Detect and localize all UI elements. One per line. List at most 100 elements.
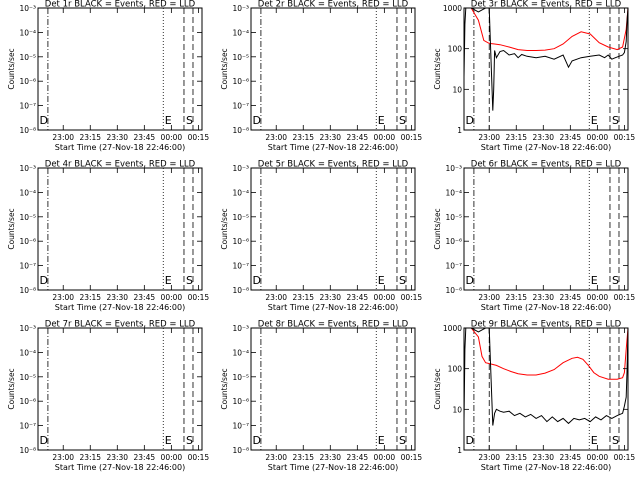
marker-label-e: E <box>591 274 598 287</box>
y-tick-label: 10⁻⁸ <box>232 286 249 295</box>
x-axis-label: Start Time (27-Nov-18 22:46:00) <box>55 303 185 312</box>
series-lld-red <box>464 7 629 51</box>
x-tick-label: 23:00 <box>265 133 287 142</box>
marker-label-e: E <box>378 114 385 127</box>
x-tick-label: 23:30 <box>532 293 554 302</box>
x-tick-label: 23:15 <box>292 453 314 462</box>
x-tick-label: 23:45 <box>134 453 156 462</box>
x-tick-label: 23:15 <box>79 293 101 302</box>
x-tick-label: 23:15 <box>292 133 314 142</box>
panel-det-1r: Det 1r BLACK = Events, RED = LLD D E S 10⁻⁸ 1… <box>7 0 209 152</box>
y-tick-label: 10⁻⁷ <box>19 422 36 431</box>
plot-frame <box>250 167 416 291</box>
y-tick-label: 10⁻⁶ <box>19 237 36 246</box>
marker-label-e: E <box>165 434 172 447</box>
x-tick-label: 23:45 <box>134 293 156 302</box>
panel-title: Det 9r BLACK = Events, RED = LLD <box>471 320 622 330</box>
y-tick-label: 10⁻⁷ <box>232 262 249 271</box>
x-tick-label: 23:15 <box>79 133 101 142</box>
y-tick-label: 10⁻⁵ <box>19 53 36 62</box>
plot-frame <box>37 167 203 291</box>
marker-label-d: D <box>253 114 261 127</box>
y-tick-label: 10⁻⁷ <box>232 102 249 111</box>
panel-title: Det 7r BLACK = Events, RED = LLD <box>45 320 196 330</box>
y-tick-label: 10⁻³ <box>232 324 249 333</box>
y-axis-label: Counts/sec <box>7 368 16 409</box>
x-tick-label: 23:00 <box>478 293 500 302</box>
x-axis-label: Start Time (27-Nov-18 22:46:00) <box>481 463 611 472</box>
marker-label-s: S <box>612 114 619 127</box>
series-events-black <box>463 327 629 426</box>
plot-frame <box>463 167 629 291</box>
marker-label-e: E <box>378 274 385 287</box>
y-tick-label: 10⁻⁶ <box>232 237 249 246</box>
x-tick-label: 23:45 <box>347 133 369 142</box>
marker-label-s: S <box>399 114 406 127</box>
y-tick-label: 10⁻⁷ <box>445 262 462 271</box>
plot-frame <box>463 7 629 131</box>
y-tick-label: 10 <box>452 85 462 94</box>
x-tick-label: 00:00 <box>161 293 183 302</box>
y-tick-label: 10 <box>452 405 462 414</box>
panel-title: Det 2r BLACK = Events, RED = LLD <box>258 0 409 10</box>
y-tick-label: 10⁻⁴ <box>19 348 36 357</box>
y-axis-label: Counts/sec <box>220 208 229 249</box>
panel-title: Det 6r BLACK = Events, RED = LLD <box>471 160 622 170</box>
marker-label-s: S <box>186 274 193 287</box>
marker-label-s: S <box>186 434 193 447</box>
panel-det-9r: Det 9r BLACK = Events, RED = LLD D E S 1 10 10… <box>433 320 635 473</box>
x-tick-label: 23:00 <box>52 293 74 302</box>
x-tick-label: 23:30 <box>532 453 554 462</box>
panel-title: Det 4r BLACK = Events, RED = LLD <box>45 160 196 170</box>
y-tick-label: 10⁻⁶ <box>19 77 36 86</box>
panel-det-7r: Det 7r BLACK = Events, RED = LLD D E S 10⁻⁸ 1… <box>7 320 209 473</box>
y-axis-label: Counts/sec <box>433 48 442 89</box>
y-tick-label: 10⁻⁴ <box>232 188 249 197</box>
plot-frame <box>37 7 203 131</box>
marker-label-e: E <box>591 434 598 447</box>
y-tick-label: 10⁻³ <box>19 164 36 173</box>
x-axis-label: Start Time (27-Nov-18 22:46:00) <box>55 463 185 472</box>
x-tick-label: 23:00 <box>265 453 287 462</box>
marker-label-d: D <box>253 274 261 287</box>
x-tick-label: 00:00 <box>161 453 183 462</box>
x-axis-label: Start Time (27-Nov-18 22:46:00) <box>268 143 398 152</box>
marker-label-d: D <box>466 434 474 447</box>
x-tick-label: 23:45 <box>134 133 156 142</box>
x-tick-label: 23:15 <box>505 453 527 462</box>
marker-label-e: E <box>591 114 598 127</box>
x-tick-label: 00:00 <box>374 293 396 302</box>
y-axis-label: Counts/sec <box>7 208 16 249</box>
x-tick-label: 00:15 <box>614 133 636 142</box>
x-tick-label: 23:15 <box>505 133 527 142</box>
panel-title: Det 5r BLACK = Events, RED = LLD <box>258 160 409 170</box>
y-tick-label: 1 <box>457 446 462 455</box>
y-tick-label: 10⁻⁴ <box>232 348 249 357</box>
x-tick-label: 00:15 <box>614 293 636 302</box>
y-tick-label: 10⁻⁶ <box>19 397 36 406</box>
x-tick-label: 00:15 <box>188 453 210 462</box>
panel-det-2r: Det 2r BLACK = Events, RED = LLD D E S 10⁻⁸ 1… <box>220 0 422 152</box>
panel-det-8r: Det 8r BLACK = Events, RED = LLD D E S 10⁻⁸ 1… <box>220 320 422 473</box>
x-tick-label: 00:15 <box>401 453 423 462</box>
y-tick-label: 10⁻⁸ <box>19 446 36 455</box>
x-tick-label: 23:45 <box>347 293 369 302</box>
y-tick-label: 10⁻⁷ <box>232 422 249 431</box>
panel-det-5r: Det 5r BLACK = Events, RED = LLD D E S 10⁻⁸ 1… <box>220 160 422 313</box>
x-tick-label: 00:00 <box>374 133 396 142</box>
x-tick-label: 23:00 <box>478 453 500 462</box>
y-tick-label: 10⁻⁵ <box>232 53 249 62</box>
y-tick-label: 10⁻⁸ <box>19 126 36 135</box>
y-tick-label: 10⁻⁵ <box>19 213 36 222</box>
marker-label-e: E <box>165 114 172 127</box>
y-axis-label: Counts/sec <box>7 48 16 89</box>
x-tick-label: 00:15 <box>188 293 210 302</box>
x-tick-label: 00:15 <box>614 453 636 462</box>
x-tick-label: 23:00 <box>52 453 74 462</box>
x-tick-label: 23:30 <box>319 133 341 142</box>
x-tick-label: 00:00 <box>587 293 609 302</box>
x-tick-label: 23:30 <box>319 453 341 462</box>
y-tick-label: 10⁻⁵ <box>232 213 249 222</box>
x-tick-label: 00:15 <box>188 133 210 142</box>
